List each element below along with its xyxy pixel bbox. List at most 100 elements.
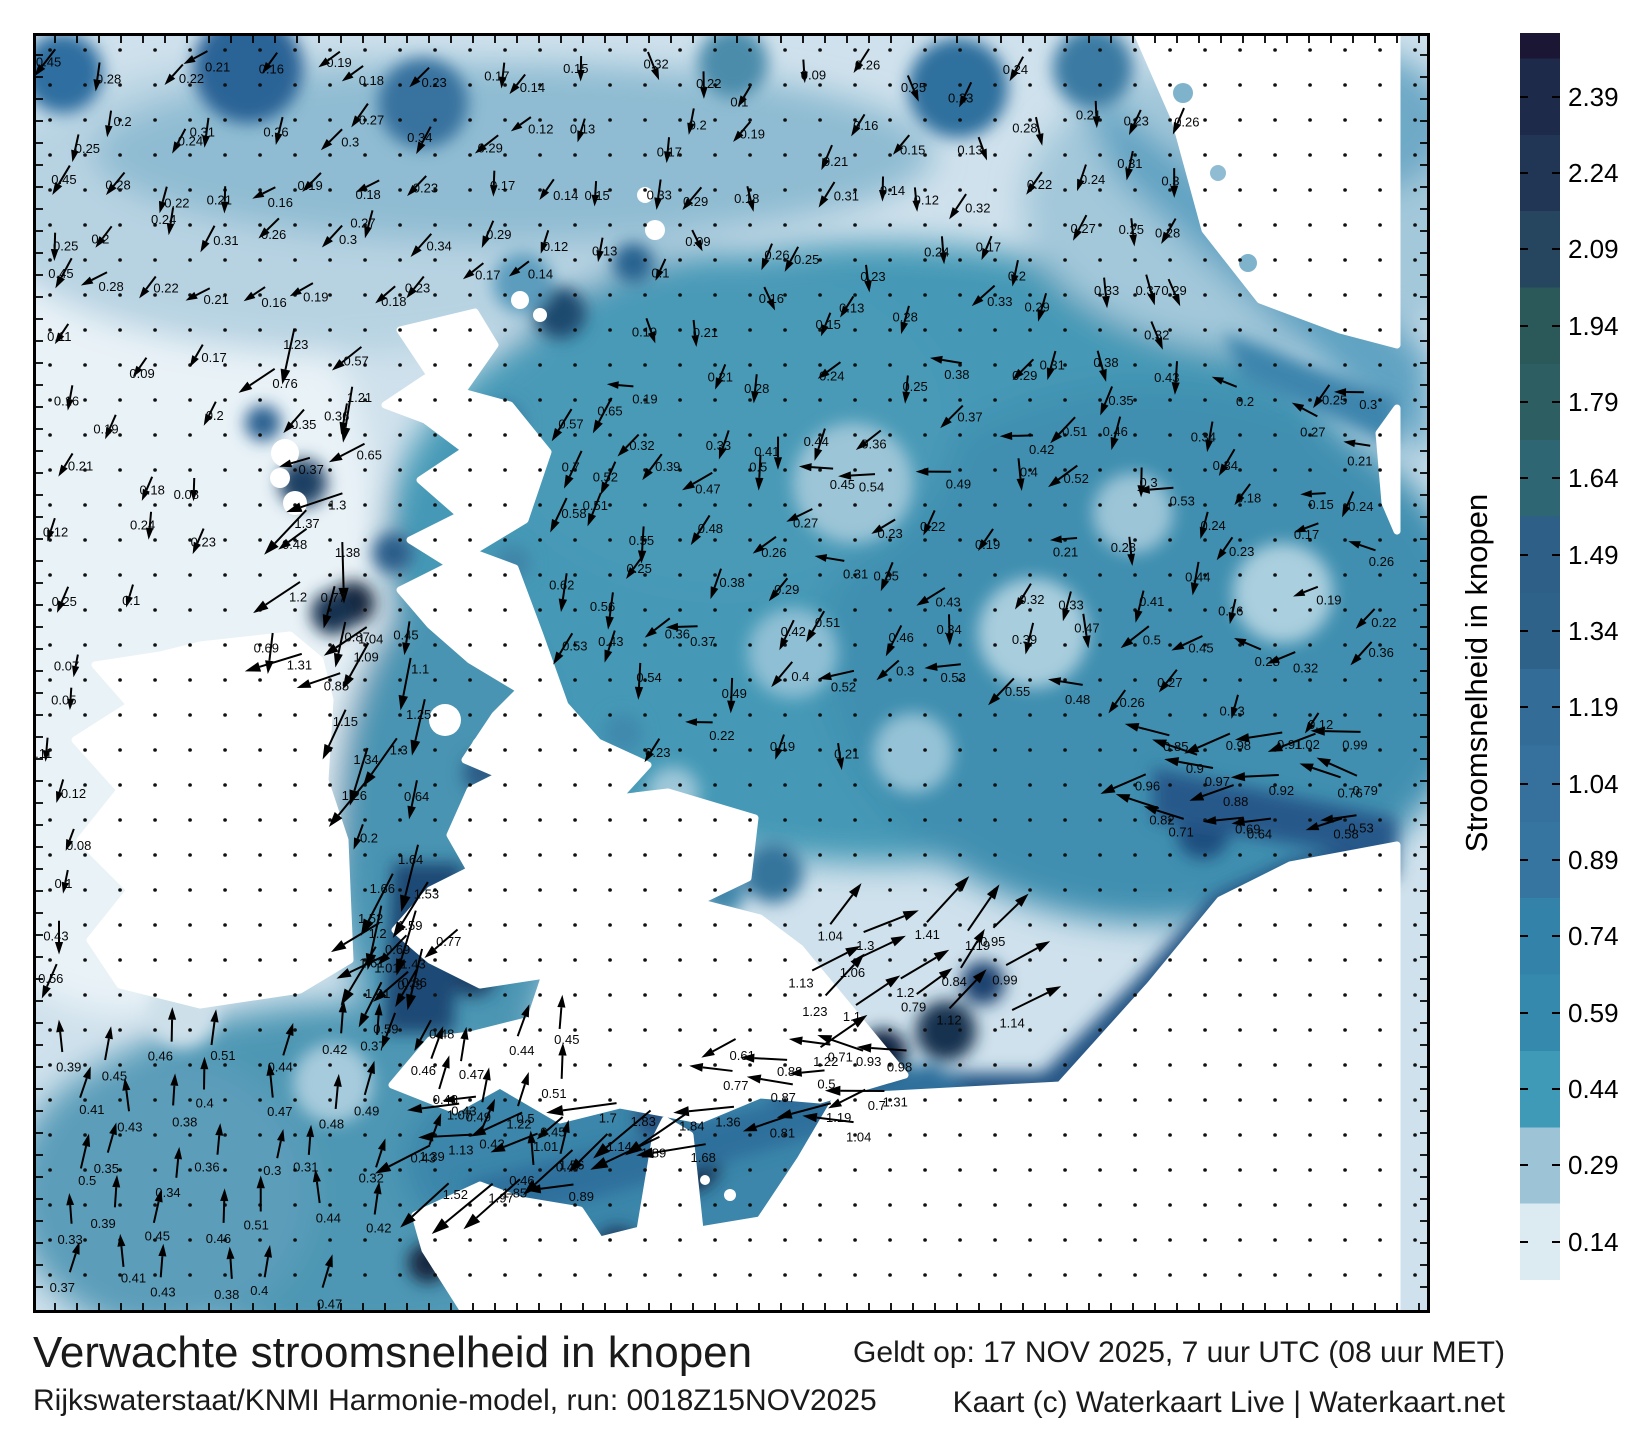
colorbar-tickmark (1520, 859, 1528, 862)
svg-text:0.32: 0.32 (1144, 327, 1169, 342)
svg-text:0.21: 0.21 (205, 59, 230, 74)
svg-text:1.22: 1.22 (506, 1117, 531, 1132)
svg-text:0.47: 0.47 (459, 1067, 484, 1082)
svg-text:0.64: 0.64 (404, 789, 429, 804)
svg-text:1.21: 1.21 (347, 390, 372, 405)
svg-text:0.43: 0.43 (1154, 370, 1179, 385)
svg-text:0.35: 0.35 (94, 1161, 119, 1176)
svg-text:1.12: 1.12 (936, 1012, 961, 1027)
svg-text:0.21: 0.21 (708, 370, 733, 385)
svg-text:0.2: 0.2 (689, 117, 707, 132)
svg-text:0.21: 0.21 (207, 193, 232, 208)
svg-text:0.82: 0.82 (1149, 812, 1174, 827)
svg-text:1.43: 1.43 (400, 957, 425, 972)
svg-text:0.31: 0.31 (190, 124, 215, 139)
svg-text:0.44: 0.44 (509, 1043, 534, 1058)
svg-text:0.28: 0.28 (105, 178, 130, 193)
svg-text:0.27: 0.27 (1157, 675, 1182, 690)
svg-text:0.18: 0.18 (359, 73, 384, 88)
svg-text:1.3: 1.3 (328, 498, 346, 513)
svg-text:0.45: 0.45 (393, 628, 418, 643)
svg-text:1.37: 1.37 (294, 516, 319, 531)
svg-text:0.48: 0.48 (282, 537, 307, 552)
svg-text:0.3: 0.3 (339, 232, 357, 247)
svg-text:0.43: 0.43 (935, 595, 960, 610)
svg-text:0.43: 0.43 (43, 928, 68, 943)
svg-text:0.57: 0.57 (343, 353, 368, 368)
svg-text:0.23: 0.23 (645, 745, 670, 760)
svg-text:0.15: 0.15 (816, 317, 841, 332)
current-map: 0.450.28 0.220.21 0.16 0.190.18 0.23 0.170.14… (33, 33, 1430, 1313)
svg-text:0.71: 0.71 (1169, 824, 1194, 839)
svg-text:0.26: 0.26 (1119, 695, 1144, 710)
colorbar-tick-label: 1.64 (1568, 463, 1619, 494)
svg-text:0.12: 0.12 (43, 524, 68, 539)
svg-text:0.46: 0.46 (206, 1231, 231, 1246)
svg-text:0.28: 0.28 (1255, 654, 1280, 669)
svg-text:0.45: 0.45 (1188, 640, 1213, 655)
svg-text:0.5: 0.5 (517, 1111, 535, 1126)
svg-text:1.39: 1.39 (419, 1149, 444, 1164)
svg-text:0.28: 0.28 (1012, 120, 1037, 135)
svg-text:0.71: 0.71 (828, 1049, 853, 1064)
svg-text:0.16: 0.16 (261, 295, 286, 310)
svg-text:0.25: 0.25 (75, 141, 100, 156)
svg-text:0.14: 0.14 (520, 80, 545, 95)
svg-text:1.26: 1.26 (342, 788, 367, 803)
svg-text:0.19: 0.19 (632, 392, 657, 407)
colorbar-tickmark (1520, 95, 1528, 98)
svg-text:0.32: 0.32 (643, 56, 668, 71)
svg-text:0.14: 0.14 (528, 267, 553, 282)
svg-text:0.1: 0.1 (54, 876, 72, 891)
colorbar-tick-label: 1.04 (1568, 768, 1619, 799)
svg-text:0.44: 0.44 (804, 434, 829, 449)
svg-text:0.45: 0.45 (48, 266, 73, 281)
svg-text:0.2: 0.2 (114, 114, 132, 129)
svg-text:0.11: 0.11 (47, 329, 71, 344)
svg-text:0.43: 0.43 (598, 634, 623, 649)
valid-time: Geldt op: 17 NOV 2025, 7 uur UTC (08 uur… (853, 1336, 1505, 1369)
svg-text:0.69: 0.69 (254, 641, 279, 656)
svg-text:0.23: 0.23 (860, 269, 885, 284)
svg-text:0.19: 0.19 (770, 739, 795, 754)
svg-text:0.49: 0.49 (354, 1104, 379, 1119)
svg-text:0.08: 0.08 (66, 838, 91, 853)
colorbar-tickmark (1520, 935, 1528, 938)
svg-text:0.33: 0.33 (987, 294, 1012, 309)
colorbar-tick-label: 0.14 (1568, 1226, 1619, 1257)
land-continent-france-benelux (411, 841, 1401, 1313)
svg-text:0.58: 0.58 (1333, 826, 1358, 841)
svg-text:0.41: 0.41 (1139, 594, 1164, 609)
svg-text:0.31: 0.31 (843, 566, 868, 581)
svg-text:0.25: 0.25 (902, 379, 927, 394)
svg-text:0.37: 0.37 (50, 1280, 75, 1295)
colorbar-tickmark (1520, 630, 1528, 632)
svg-text:0.38: 0.38 (944, 367, 969, 382)
colorbar-tick-label: 0.89 (1568, 845, 1619, 876)
svg-text:0.51: 0.51 (815, 615, 840, 630)
svg-text:0.38: 0.38 (214, 1287, 239, 1302)
svg-text:1.25: 1.25 (406, 707, 431, 722)
svg-text:0.32: 0.32 (1293, 660, 1318, 675)
svg-text:0.76: 0.76 (1337, 786, 1362, 801)
svg-text:1.23: 1.23 (283, 337, 308, 352)
svg-text:0.33: 0.33 (647, 188, 672, 203)
svg-text:0.3: 0.3 (1359, 397, 1377, 412)
svg-text:0.34: 0.34 (407, 130, 432, 145)
svg-text:0.24: 0.24 (1200, 518, 1225, 533)
svg-text:0.43: 0.43 (150, 1285, 175, 1300)
colorbar-tick-label: 1.34 (1568, 616, 1619, 646)
svg-text:0.33: 0.33 (706, 438, 731, 453)
svg-text:0.48: 0.48 (698, 521, 723, 536)
svg-text:1.13: 1.13 (788, 975, 813, 990)
model-run-info: Rijkswaterstaat/KNMI Harmonie-model, run… (33, 1384, 877, 1417)
colorbar-tickmark (1552, 477, 1560, 480)
svg-text:1.2: 1.2 (289, 589, 307, 604)
svg-text:0.15: 0.15 (900, 143, 925, 158)
svg-text:0.23: 0.23 (413, 180, 438, 195)
svg-text:0.19: 0.19 (297, 178, 322, 193)
svg-text:0.16: 0.16 (268, 195, 293, 210)
svg-text:0.12: 0.12 (528, 121, 553, 136)
svg-text:0.48: 0.48 (1065, 692, 1090, 707)
